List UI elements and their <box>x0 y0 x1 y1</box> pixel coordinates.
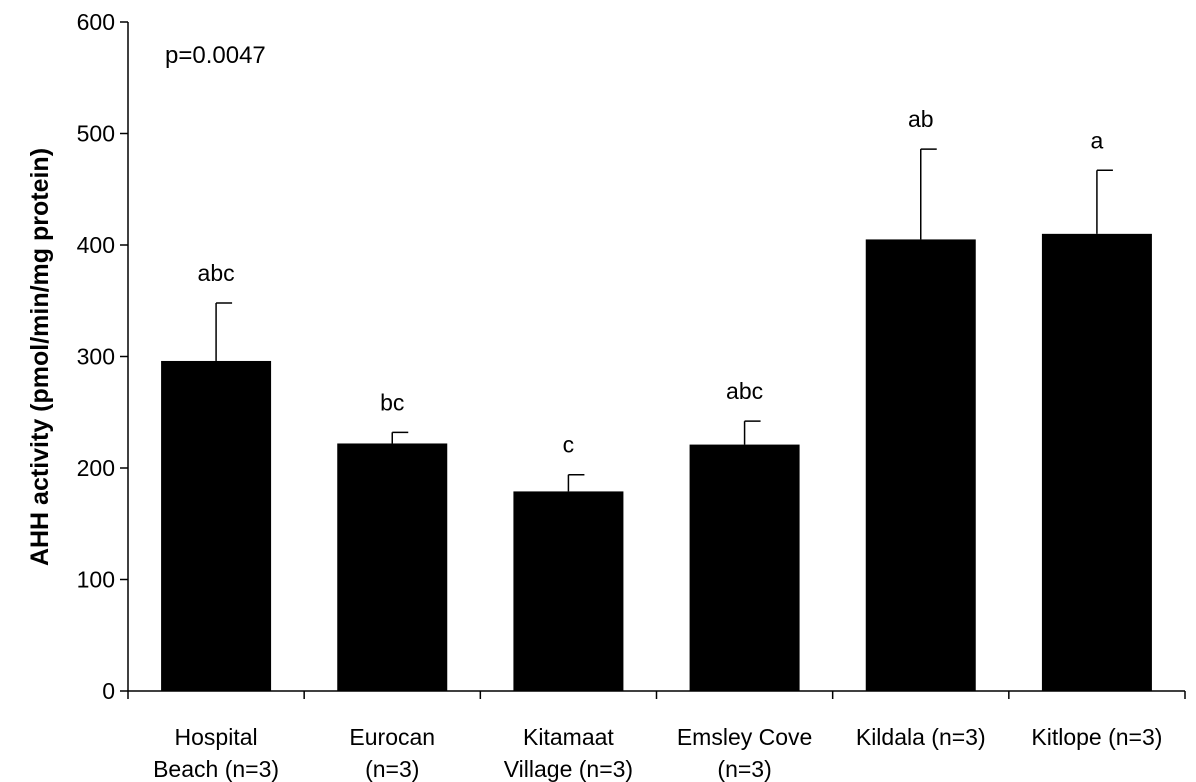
x-category-label: Kitlope (n=3) <box>1031 724 1162 750</box>
y-tick-label: 400 <box>77 232 115 258</box>
x-category-label: Kitamaat <box>523 724 614 750</box>
y-tick-label: 500 <box>77 121 115 147</box>
y-tick-label: 100 <box>77 567 115 593</box>
chart-axes: 0 100 200 300 400 500 600 <box>77 9 1186 704</box>
x-category-label: (n=3) <box>365 756 419 782</box>
significance-label: abc <box>726 378 763 404</box>
bar <box>513 491 624 691</box>
chart-labels: abc Hospital Beach (n=3) bc Eurocan (n=3) c Kit… <box>153 106 1162 782</box>
significance-label: a <box>1091 127 1104 153</box>
bar <box>161 360 272 691</box>
x-category-label: Hospital <box>175 724 258 750</box>
significance-label: c <box>563 432 575 458</box>
x-category-label: Village (n=3) <box>504 756 633 782</box>
p-value-annotation: p=0.0047 <box>165 42 266 69</box>
y-tick-label: 0 <box>102 678 115 704</box>
bar <box>337 443 448 691</box>
y-axis-label: AHH activity (pmol/min/mg protein) <box>26 148 54 566</box>
x-category-label: Beach (n=3) <box>153 756 279 782</box>
x-category-label: Eurocan <box>349 724 435 750</box>
y-tick-label: 200 <box>77 455 115 481</box>
bar <box>1041 233 1152 691</box>
x-category-label: (n=3) <box>717 756 771 782</box>
x-category-label: Kildala (n=3) <box>856 724 986 750</box>
significance-label: bc <box>380 389 404 415</box>
bar-group <box>161 148 1152 692</box>
bar <box>689 444 800 691</box>
y-tick-label: 300 <box>77 344 115 370</box>
significance-label: abc <box>198 260 235 286</box>
significance-label: ab <box>908 106 934 132</box>
x-category-label: Emsley Cove <box>677 724 812 750</box>
y-tick-label: 600 <box>77 9 115 35</box>
bar <box>865 239 976 692</box>
